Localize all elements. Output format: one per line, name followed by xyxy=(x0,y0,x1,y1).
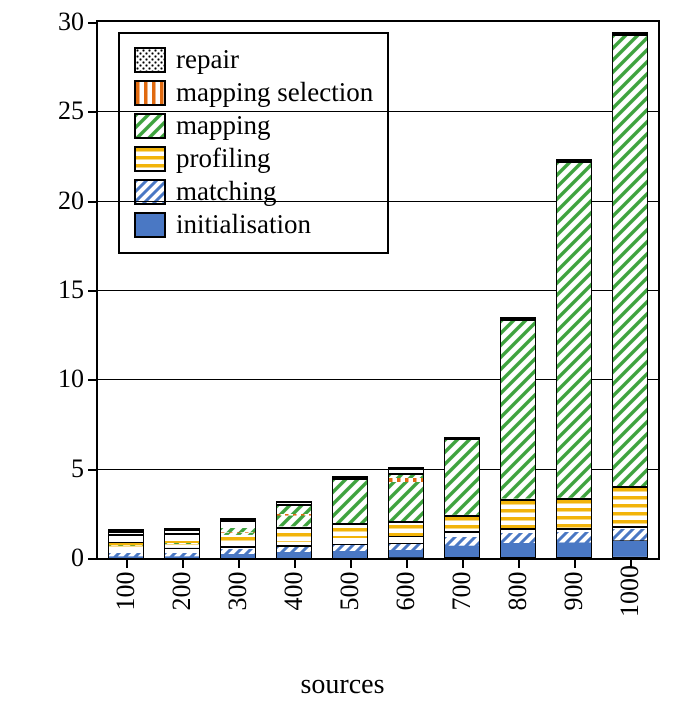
bar-segment-mapping xyxy=(444,439,481,516)
bar-segment-matching xyxy=(444,532,481,543)
legend-label: mapping xyxy=(176,110,271,141)
x-tick xyxy=(294,558,296,568)
y-tick-label: 5 xyxy=(71,454,84,484)
x-tick-label: 500 xyxy=(335,572,365,611)
x-tick xyxy=(182,558,184,568)
x-tick xyxy=(126,558,128,568)
legend-item-mapping: mapping xyxy=(134,110,373,141)
y-tick xyxy=(88,201,98,203)
runtime-chart: component runtime (minutes) sources repa… xyxy=(0,0,685,703)
bar-segment-initialisation xyxy=(612,540,649,558)
bar-segment-profiling xyxy=(388,522,425,535)
y-tick-label: 20 xyxy=(58,186,84,216)
bar xyxy=(500,317,537,558)
bar-segment-repair xyxy=(444,437,481,438)
legend-swatch xyxy=(134,80,166,106)
bar xyxy=(444,437,481,558)
legend-swatch xyxy=(134,47,166,73)
bar-segment-mapping xyxy=(556,162,593,499)
y-tick-label: 25 xyxy=(58,96,84,126)
bar xyxy=(556,159,593,558)
bar xyxy=(220,518,257,558)
x-tick-label: 600 xyxy=(391,572,421,611)
x-axis-label: sources xyxy=(301,669,385,701)
x-tick xyxy=(238,558,240,568)
legend-label: profiling xyxy=(176,143,271,174)
bar-segment-profiling xyxy=(276,528,313,539)
legend-label: initialisation xyxy=(176,209,311,240)
x-tick-label: 900 xyxy=(559,572,589,611)
bar-segment-repair xyxy=(220,518,257,519)
bar-segment-matching xyxy=(556,529,593,542)
legend-item-initialisation: initialisation xyxy=(134,209,373,240)
bar-segment-mapping xyxy=(500,320,537,500)
y-tick-label: 10 xyxy=(58,364,84,394)
bar-segment-profiling xyxy=(444,516,481,532)
bar xyxy=(108,529,145,558)
x-tick-label: 1000 xyxy=(615,565,645,617)
y-tick-label: 0 xyxy=(71,543,84,573)
bar-segment-profiling xyxy=(332,524,369,537)
legend-label: mapping selection xyxy=(176,77,373,108)
bar-segment-profiling xyxy=(164,534,201,543)
bar-segment-mapping xyxy=(612,35,649,487)
bar-segment-profiling xyxy=(500,500,537,529)
gridline xyxy=(98,111,658,112)
legend-label: repair xyxy=(176,44,239,75)
legend-item-profiling: profiling xyxy=(134,143,373,174)
y-tick-label: 30 xyxy=(58,7,84,37)
y-tick xyxy=(88,22,98,24)
x-tick-label: 100 xyxy=(111,572,141,611)
bar-segment-matching xyxy=(500,529,537,542)
y-tick xyxy=(88,558,98,560)
x-tick-label: 800 xyxy=(503,572,533,611)
x-tick-label: 300 xyxy=(223,572,253,611)
x-tick-label: 700 xyxy=(447,572,477,611)
legend-swatch xyxy=(134,212,166,238)
bar-segment-matching xyxy=(612,527,649,540)
bar xyxy=(388,467,425,558)
x-tick xyxy=(462,558,464,568)
bar-segment-profiling xyxy=(556,499,593,528)
bar xyxy=(164,528,201,558)
x-tick xyxy=(574,558,576,568)
bar-segment-initialisation xyxy=(500,542,537,558)
y-tick xyxy=(88,469,98,471)
legend-swatch xyxy=(134,146,166,172)
x-tick xyxy=(350,558,352,568)
bar-segment-repair xyxy=(108,529,145,530)
bar-segment-initialisation xyxy=(556,541,593,558)
x-tick-label: 200 xyxy=(167,572,197,611)
bar-segment-repair xyxy=(332,476,369,477)
bar-segment-mapping xyxy=(220,521,257,530)
bar xyxy=(332,476,369,558)
bar-segment-repair xyxy=(164,528,201,529)
bar-segment-profiling xyxy=(612,487,649,526)
legend-item-matching: matching xyxy=(134,176,373,207)
y-tick-label: 15 xyxy=(58,275,84,305)
legend-swatch xyxy=(134,113,166,139)
legend-item-repair: repair xyxy=(134,44,373,75)
x-tick xyxy=(518,558,520,568)
bar xyxy=(276,501,313,558)
bar-segment-mapping xyxy=(276,505,313,527)
legend: repairmapping selectionmappingprofilingm… xyxy=(118,32,389,254)
legend-item-mapping-selection: mapping selection xyxy=(134,77,373,108)
y-tick xyxy=(88,379,98,381)
bar-segment-repair xyxy=(556,159,593,161)
bar-segment-repair xyxy=(388,467,425,468)
bar-segment-repair xyxy=(276,501,313,502)
legend-label: matching xyxy=(176,176,276,207)
y-tick xyxy=(88,111,98,113)
x-tick xyxy=(406,558,408,568)
bar xyxy=(612,32,649,558)
bar-segment-mapping xyxy=(332,479,369,525)
x-tick-label: 400 xyxy=(279,572,309,611)
bar-segment-repair xyxy=(612,32,649,34)
plot-area: repairmapping selectionmappingprofilingm… xyxy=(96,20,660,560)
bar-segment-repair xyxy=(500,317,537,319)
y-tick xyxy=(88,290,98,292)
